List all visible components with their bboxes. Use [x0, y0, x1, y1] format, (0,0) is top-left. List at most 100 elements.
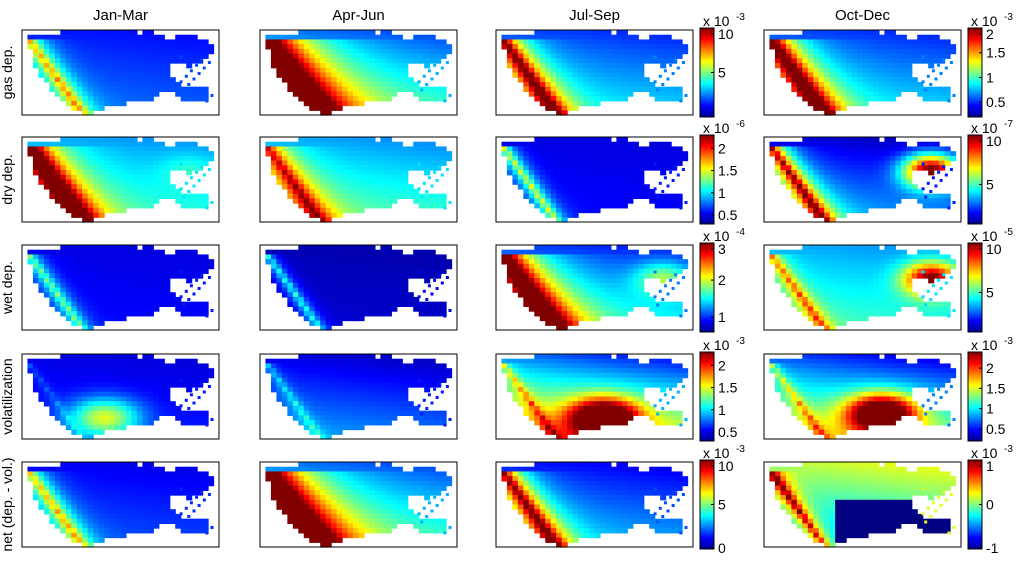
map-cell	[774, 44, 782, 50]
map-cell	[539, 179, 546, 185]
map-cell	[616, 249, 623, 256]
map-cell	[270, 44, 278, 50]
map-cell	[594, 311, 601, 317]
map-cell	[104, 160, 111, 166]
map-cell	[813, 263, 820, 270]
map-cell	[435, 193, 442, 199]
map-cell	[314, 160, 321, 166]
map-cell	[71, 58, 78, 64]
map-cell	[889, 193, 896, 199]
map-cell	[621, 282, 628, 289]
map-cell	[175, 268, 182, 274]
map-cell	[917, 160, 924, 166]
map-cell	[512, 72, 519, 78]
map-cell	[314, 91, 321, 97]
island-cell	[671, 287, 675, 290]
map-cell	[671, 91, 678, 97]
map-cell	[528, 259, 535, 265]
map-cell	[320, 193, 327, 199]
map-cell	[363, 249, 371, 256]
map-cell	[93, 39, 100, 45]
island-cell	[197, 287, 201, 290]
map-cell	[851, 81, 858, 88]
map-cell	[353, 96, 360, 102]
map-cell	[65, 146, 72, 152]
map-cell	[599, 141, 607, 148]
map-cell	[807, 254, 814, 260]
map-cell	[314, 306, 321, 312]
map-cell	[281, 34, 288, 41]
map-cell	[616, 91, 623, 97]
map-cell	[889, 53, 896, 59]
map-cell	[813, 30, 820, 36]
map-cell	[550, 259, 557, 265]
map-cell	[878, 259, 885, 265]
map-cell	[567, 188, 574, 195]
map-cell	[331, 30, 338, 36]
map-cell	[353, 301, 360, 307]
map-cell	[380, 188, 387, 195]
map-cell	[933, 48, 940, 55]
map-cell	[87, 141, 94, 148]
map-cell	[846, 137, 853, 143]
map-cell	[76, 34, 83, 41]
map-cell	[556, 311, 563, 317]
map-cell	[358, 67, 365, 74]
map-cell	[325, 273, 332, 279]
map-cell	[186, 141, 193, 148]
island-cell	[931, 176, 935, 180]
map-cell	[424, 263, 431, 270]
map-cell	[292, 151, 299, 157]
map-cell	[49, 292, 56, 298]
map-cell	[336, 315, 343, 322]
map-cell	[523, 193, 530, 199]
map-cell	[545, 72, 552, 78]
map-cell	[589, 188, 596, 195]
map-cell	[807, 198, 814, 204]
map-cell	[589, 179, 596, 185]
map-cell	[363, 137, 371, 143]
map-cell	[435, 263, 442, 270]
map-cell	[578, 137, 585, 143]
map-cell	[292, 268, 299, 274]
map-cell	[27, 259, 34, 265]
map-cell	[583, 165, 590, 171]
map-cell	[654, 198, 661, 204]
map-cell	[523, 259, 530, 265]
map-cell	[158, 263, 165, 270]
map-cell	[98, 86, 105, 92]
map-cell	[309, 296, 316, 303]
map-cell	[578, 63, 585, 69]
map-cell	[632, 63, 639, 69]
map-cell	[281, 165, 288, 171]
map-cell	[391, 188, 398, 195]
island-cell	[205, 99, 209, 103]
map-cell	[654, 306, 661, 312]
map-cell	[270, 170, 278, 176]
map-cell	[906, 44, 913, 50]
map-cell	[785, 34, 792, 41]
map-cell	[76, 184, 83, 190]
map-cell	[54, 39, 61, 45]
map-cell	[889, 170, 896, 176]
map-cell	[336, 53, 343, 59]
map-cell	[309, 320, 316, 326]
map-cell	[169, 301, 176, 307]
map-cell	[589, 72, 596, 78]
map-cell	[671, 44, 678, 50]
map-cell	[153, 287, 160, 293]
map-cell	[774, 165, 782, 171]
map-cell	[109, 184, 116, 190]
map-cell	[197, 96, 204, 102]
map-cell	[539, 151, 546, 157]
map-cell	[60, 311, 67, 317]
map-cell	[840, 155, 847, 162]
map-cell	[616, 311, 623, 317]
island-cell	[921, 80, 925, 84]
map-cell	[610, 282, 617, 289]
map-cell	[583, 100, 590, 107]
map-cell	[671, 96, 678, 102]
row-title-4: net (dep. - vol.)	[0, 457, 15, 551]
map-cell	[627, 292, 634, 298]
map-cell	[281, 146, 288, 152]
